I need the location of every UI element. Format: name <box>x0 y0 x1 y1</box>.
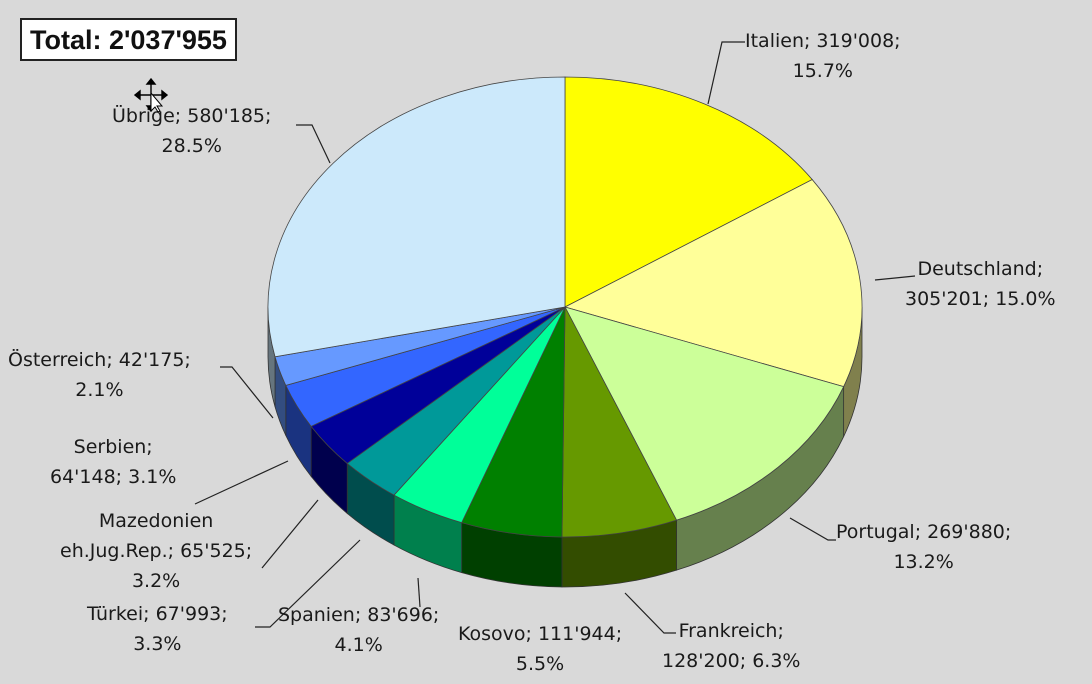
leader-line-brige <box>296 124 331 164</box>
slice-portugal[interactable] <box>564 306 845 521</box>
data-label-italien[interactable]: Italien; 319'008; 15.7% <box>745 26 901 86</box>
data-label-frankreich[interactable]: Frankreich; 128'200; 6.3% <box>662 616 800 676</box>
leader-line-portugal <box>789 517 836 541</box>
leader-line-serbien <box>194 460 289 505</box>
total-box[interactable]: Total: 2'037'955 <box>20 18 237 61</box>
leader-line-spanien <box>417 577 421 608</box>
data-label-serbien[interactable]: Serbien; 64'148; 3.1% <box>50 432 176 492</box>
move-cursor-icon <box>134 78 168 112</box>
slice-brige[interactable] <box>267 76 566 358</box>
pie-sides <box>267 306 863 588</box>
data-label-line: Italien; 319'008; <box>745 30 901 52</box>
data-label-line: 4.1% <box>334 634 383 656</box>
data-label-mazedonien-eh-jug-rep[interactable]: Mazedonien eh.Jug.Rep.; 65'525; 3.2% <box>60 506 252 596</box>
data-label-line: 28.5% <box>161 135 222 157</box>
data-label-line: Österreich; 42'175; <box>8 349 191 371</box>
data-label-kosovo[interactable]: Kosovo; 111'944; 5.5% <box>458 619 622 679</box>
data-label-t-rkei[interactable]: Türkei; 67'993; 3.3% <box>87 599 228 659</box>
data-label-line: 13.2% <box>893 551 954 573</box>
data-label-line: Spanien; 83'696; <box>278 604 440 626</box>
data-label-deutschland[interactable]: Deutschland; 305'201; 15.0% <box>905 254 1056 314</box>
data-label-line: Deutschland; <box>917 258 1044 280</box>
data-label-spanien[interactable]: Spanien; 83'696; 4.1% <box>278 600 439 660</box>
leader-line-sterreich <box>220 366 274 419</box>
data-label-line: 5.5% <box>515 653 565 675</box>
slice-italien[interactable] <box>564 76 813 308</box>
leader-line-deutschland <box>874 275 916 281</box>
leader-lines <box>194 41 916 634</box>
slice-frankreich[interactable] <box>561 306 678 538</box>
leader-line-italien <box>707 41 745 105</box>
data-label-line: 128'200; 6.3% <box>662 650 801 672</box>
data-label-line: Portugal; 269'880; <box>836 521 1012 543</box>
data-label-line: Serbien; <box>73 436 153 458</box>
data-label-line: Mazedonien <box>98 510 214 532</box>
data-label-line: Frankreich; <box>678 620 784 642</box>
data-label-line: 2.1% <box>75 379 124 401</box>
data-label-portugal[interactable]: Portugal; 269'880; 13.2% <box>836 517 1011 577</box>
data-label-line: Kosovo; 111'944; <box>458 623 623 645</box>
slice-deutschland[interactable] <box>563 179 863 388</box>
data-label-line: 3.2% <box>131 570 181 592</box>
leader-line-frankreich <box>624 592 676 634</box>
data-label-line: 15.7% <box>792 60 853 82</box>
data-label-line: 3.3% <box>133 633 182 655</box>
data-label-line: 305'201; 15.0% <box>905 288 1056 310</box>
data-label-line: 64'148; 3.1% <box>50 466 177 488</box>
data-label-sterreich[interactable]: Österreich; 42'175; 2.1% <box>8 345 191 405</box>
data-label-line: Türkei; 67'993; <box>87 603 228 625</box>
leader-line-t-rkei <box>255 539 361 628</box>
data-label-line: eh.Jug.Rep.; 65'525; <box>60 540 253 562</box>
pie-slices <box>267 76 863 538</box>
leader-line-mazedonien-eh-jug-rep <box>261 499 319 569</box>
